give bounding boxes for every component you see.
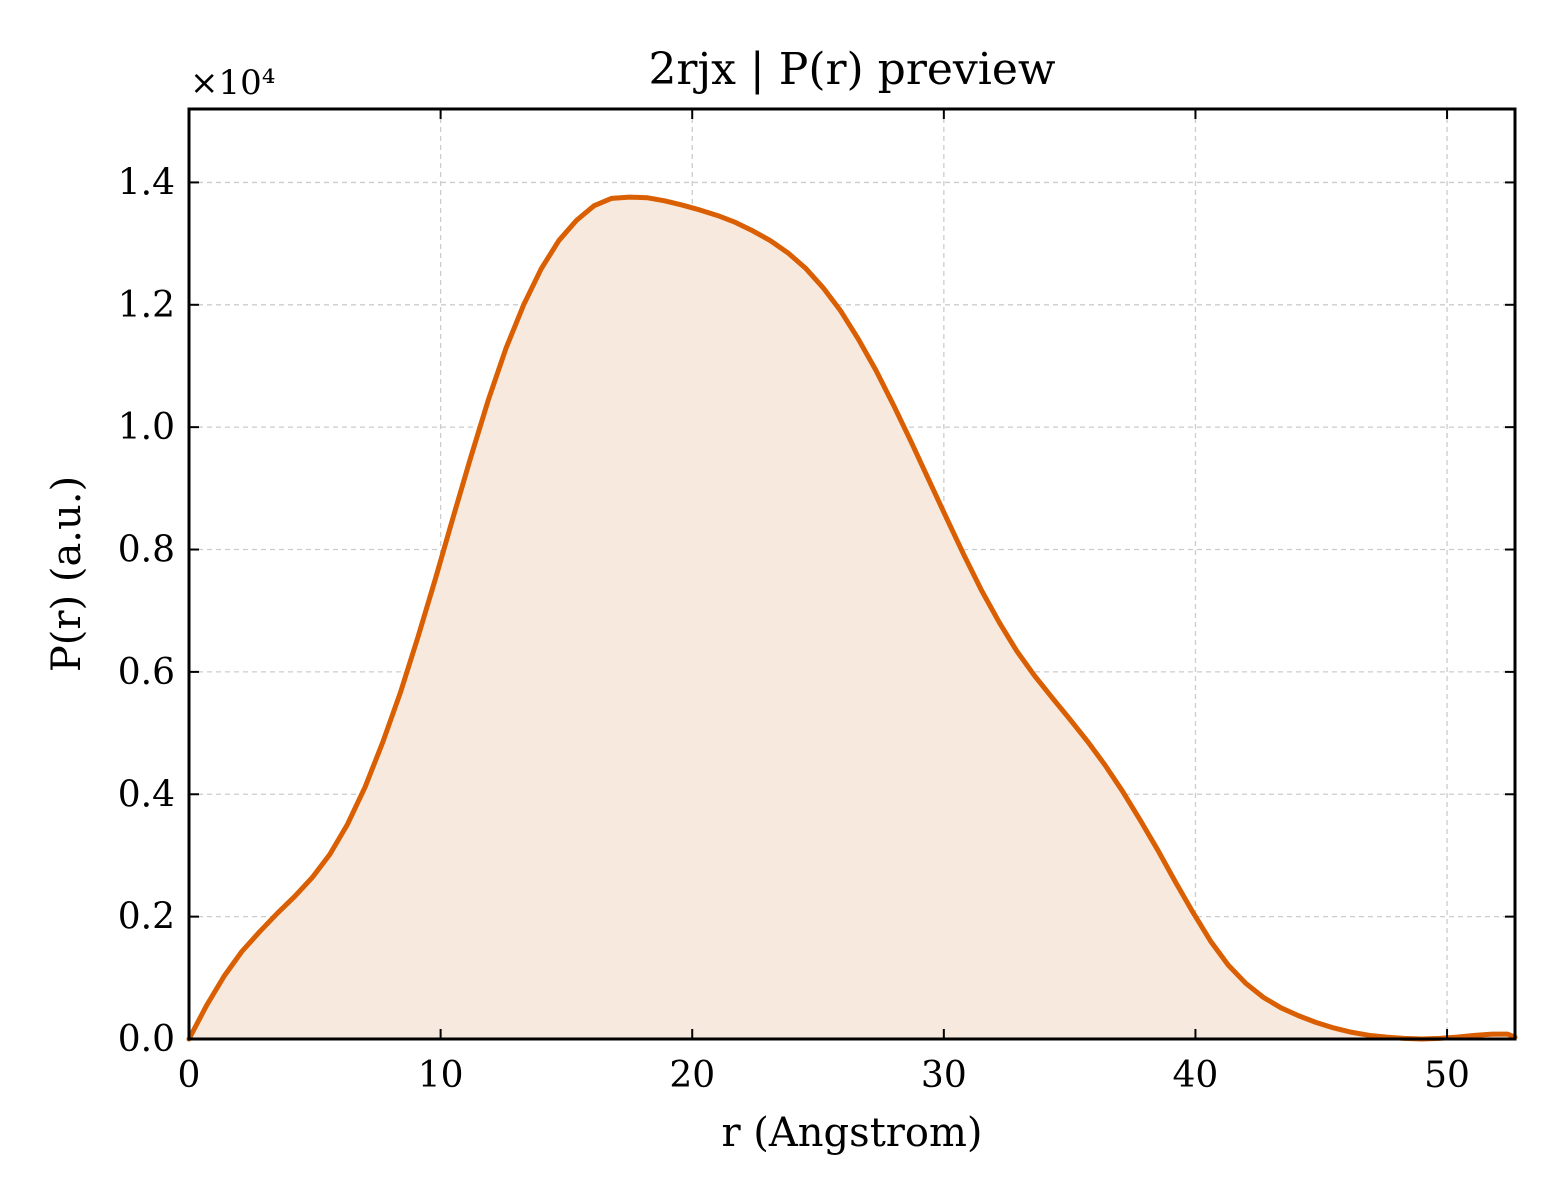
y-tick-label: 1.2: [118, 285, 175, 326]
y-tick-label: 0.2: [118, 897, 175, 938]
ticks: 0 10 20 30 40 50 0.0 0.2 0.4 0.6 0.8 1.0 1.2 1.4: [118, 109, 1515, 1096]
y-offset-label: ×10⁴: [190, 63, 275, 103]
y-tick-label: 1.0: [118, 407, 175, 448]
y-tick-label: 1.4: [118, 162, 175, 203]
plot-frame: [187, 107, 1517, 1041]
x-tick-label: 50: [1424, 1055, 1470, 1096]
y-tick-label: 0.0: [118, 1019, 175, 1060]
y-tick-label: 0.8: [118, 530, 175, 571]
y-axis-label: P(r) (a.u.): [44, 476, 90, 672]
series-area-fill: [189, 197, 1515, 1040]
x-axis-label: r (Angstrom): [721, 1110, 982, 1156]
chart-title: 2rjx | P(r) preview: [648, 44, 1055, 95]
x-tick-label: 30: [921, 1055, 967, 1096]
x-tick-label: 10: [418, 1055, 464, 1096]
plot-data: [186, 194, 1518, 1042]
y-tick-label: 0.4: [118, 774, 175, 815]
x-tick-label: 20: [669, 1055, 715, 1096]
x-tick-label: 0: [178, 1055, 201, 1096]
x-tick-label: 40: [1173, 1055, 1219, 1096]
series-line: [186, 194, 1518, 1042]
y-tick-label: 0.6: [118, 652, 175, 693]
